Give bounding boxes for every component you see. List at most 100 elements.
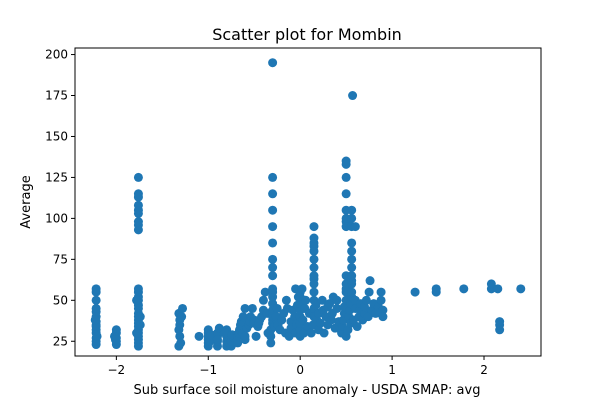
data-point — [298, 315, 308, 325]
data-point — [495, 317, 505, 327]
x-ticks: −2 −1 0 1 2 — [108, 356, 488, 377]
data-point — [268, 254, 278, 264]
data-point — [350, 222, 360, 232]
data-point — [133, 200, 143, 210]
y-tick-label: 50 — [53, 293, 68, 307]
data-point — [91, 284, 101, 294]
data-point — [317, 295, 327, 305]
data-point — [363, 312, 373, 322]
data-point — [493, 284, 503, 294]
x-tick-label: 1 — [388, 363, 396, 377]
data-point — [376, 287, 386, 297]
data-point — [133, 217, 143, 227]
data-point — [341, 156, 351, 166]
x-tick-label: −1 — [199, 363, 217, 377]
data-point — [132, 295, 142, 305]
data-point — [135, 320, 145, 330]
data-point — [212, 335, 222, 345]
chart-title: Scatter plot for Mombin — [212, 25, 402, 44]
data-point — [194, 331, 204, 341]
x-tick-label: −2 — [108, 363, 126, 377]
data-point — [220, 328, 230, 338]
data-point — [266, 338, 276, 348]
data-point — [309, 254, 319, 264]
y-tick-label: 100 — [45, 211, 68, 225]
data-point — [268, 205, 278, 215]
data-point — [347, 213, 357, 223]
data-point — [133, 189, 143, 199]
y-ticks: 25 50 75 100 125 150 175 200 — [45, 48, 75, 348]
data-point — [272, 303, 282, 313]
data-point — [376, 295, 386, 305]
data-point — [486, 279, 496, 289]
data-point — [347, 254, 357, 264]
data-point — [330, 323, 340, 333]
data-point — [281, 295, 291, 305]
data-point — [365, 276, 375, 286]
data-point — [240, 303, 250, 313]
data-point — [347, 263, 357, 273]
data-point — [361, 295, 371, 305]
data-point — [309, 271, 319, 281]
data-point — [431, 284, 441, 294]
data-point — [92, 331, 102, 341]
data-point — [341, 172, 351, 182]
data-point — [268, 58, 278, 68]
data-point — [268, 271, 278, 281]
points-layer — [90, 58, 526, 351]
data-point — [240, 331, 250, 341]
data-point — [268, 222, 278, 232]
data-point — [315, 318, 325, 328]
data-point — [364, 287, 374, 297]
data-point — [258, 295, 268, 305]
data-point — [325, 299, 335, 309]
data-point — [135, 312, 145, 322]
y-tick-label: 200 — [45, 48, 68, 62]
data-point — [306, 328, 316, 338]
data-point — [176, 338, 186, 348]
data-point — [133, 284, 143, 294]
data-point — [378, 312, 388, 322]
data-point — [311, 300, 321, 310]
x-axis-label: Sub surface soil moisture anomaly - USDA… — [134, 383, 481, 398]
plot-frame — [74, 47, 542, 357]
data-point — [347, 205, 357, 215]
data-point — [91, 303, 101, 313]
data-point — [268, 172, 278, 182]
data-point — [268, 238, 278, 248]
data-point — [175, 331, 185, 341]
data-point — [309, 222, 319, 232]
data-point — [268, 189, 278, 199]
data-point — [260, 287, 270, 297]
data-point — [378, 305, 388, 315]
data-point — [516, 284, 526, 294]
y-tick-label: 75 — [53, 252, 68, 266]
data-point — [132, 328, 142, 338]
data-point — [205, 336, 215, 346]
data-point — [178, 303, 188, 313]
data-point — [332, 295, 342, 305]
data-point — [309, 263, 319, 273]
data-point — [91, 295, 101, 305]
x-tick-label: 0 — [296, 363, 304, 377]
data-point — [347, 246, 357, 256]
data-point — [268, 263, 278, 273]
data-point — [266, 331, 276, 341]
data-point — [251, 331, 261, 341]
data-point — [91, 322, 101, 332]
x-tick-label: 2 — [480, 363, 488, 377]
data-point — [247, 303, 257, 313]
y-tick-label: 125 — [45, 170, 68, 184]
data-point — [332, 303, 342, 313]
data-point — [299, 328, 309, 338]
y-axis-label: Average — [19, 175, 34, 228]
data-point — [233, 338, 243, 348]
data-point — [410, 287, 420, 297]
y-tick-label: 25 — [53, 334, 68, 348]
data-point — [238, 312, 248, 322]
data-point — [347, 287, 357, 297]
y-tick-label: 150 — [45, 129, 68, 143]
data-point — [347, 238, 357, 248]
data-point — [133, 172, 143, 182]
